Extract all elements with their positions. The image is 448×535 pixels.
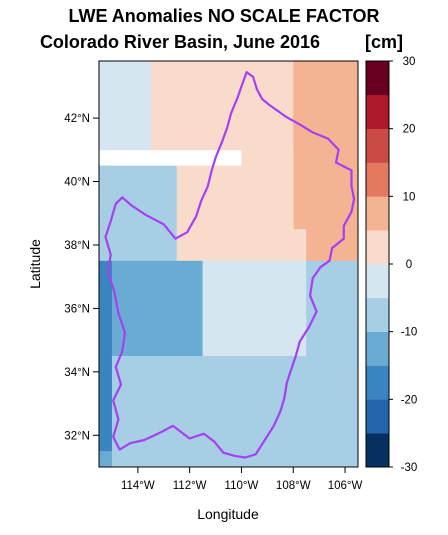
heatmap-cell [202,260,307,357]
heatmap-cell [241,149,294,167]
y-tick-label: 40°N [64,177,90,189]
colorbar-swatch [366,297,389,332]
heatmap-cells [99,61,359,468]
colorbar-swatch [366,128,389,163]
colorbar-swatch [366,331,389,366]
heatmap-cell [150,61,242,151]
colorbar-tick-label: 30 [403,56,416,68]
x-axis-ticks: 114°W 112°W 110°W 108°W 106°W [121,467,363,492]
y-tick-label: 36°N [64,303,90,315]
x-tick-label: 110°W [225,480,259,492]
heatmap-cell [99,260,113,452]
colorbar: 30 20 10 0 -10 -20 -30 [365,56,418,474]
colorbar-swatch [366,365,389,400]
chart-title: LWE Anomalies NO SCALE FACTOR [68,6,379,26]
heatmap-cell [176,165,294,262]
heatmap-cell [111,260,203,357]
heatmap-cell [111,451,152,468]
colorbar-tick-label: -30 [401,462,418,474]
x-tick-label: 112°W [173,480,207,492]
x-axis-label: Longitude [197,506,259,522]
colorbar-swatch [366,94,389,129]
heatmap-cell [293,229,307,262]
heatmap-cell [99,165,113,262]
plot-frame [98,60,359,468]
colorbar-tick-label: -20 [401,394,418,406]
x-tick-label: 106°W [328,480,363,492]
colorbar-swatch [366,61,389,96]
colorbar-tick-label: 0 [406,259,412,271]
x-tick-label: 108°W [276,480,311,492]
colorbar-swatch [366,196,389,231]
colorbar-tick-label: 20 [403,124,416,136]
y-tick-label: 34°N [64,367,90,379]
colorbar-swatch [366,230,389,265]
colorbar-swatch [366,162,389,197]
colorbar-tick-label: -10 [401,327,418,339]
heatmap-cell [189,451,359,468]
colorbar-swatch [366,399,389,434]
y-axis-ticks: 32°N 34°N 36°N 38°N 40°N 42°N [64,113,99,442]
y-tick-label: 38°N [64,240,90,252]
y-tick-label: 42°N [64,113,90,125]
chart-units: [cm] [365,32,403,52]
heatmap-cell [293,149,359,230]
colorbar-swatch [366,264,389,299]
heatmap-cell [293,61,359,151]
heatmap-cell [99,451,113,468]
y-axis-label: Latitude [27,239,43,289]
basin-outline [104,70,356,459]
basin-outline-path [104,70,356,459]
y-tick-label: 32°N [64,430,90,442]
heatmap-cell [99,61,152,151]
chart-subtitle: Colorado River Basin, June 2016 [40,32,320,52]
colorbar-swatch [366,433,389,468]
heatmap-cell [150,451,191,468]
heatmap-cell [306,229,359,262]
colorbar-tick-label: 10 [403,191,416,203]
x-tick-label: 114°W [121,480,155,492]
